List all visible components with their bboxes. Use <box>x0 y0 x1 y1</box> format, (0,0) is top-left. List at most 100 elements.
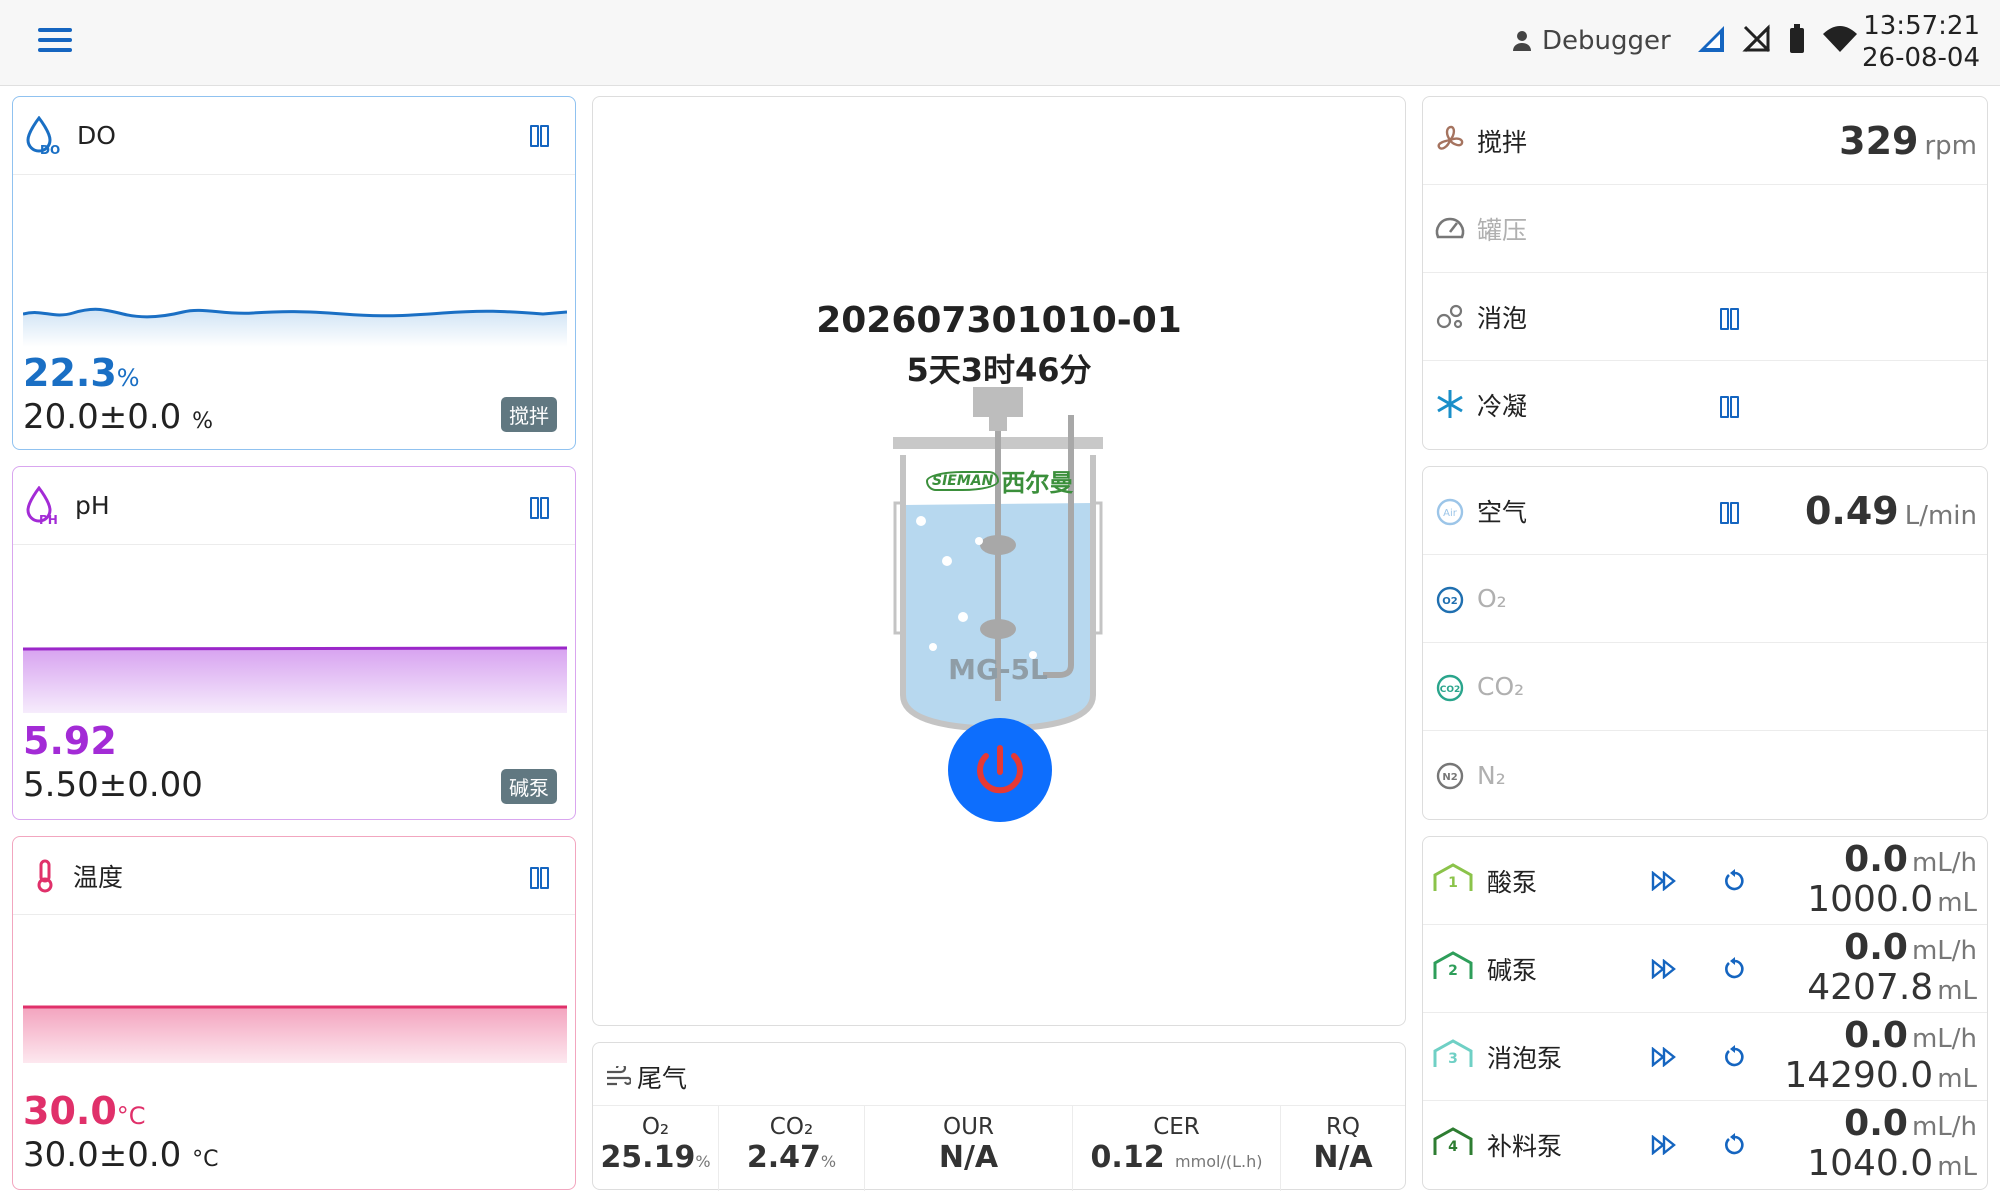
temperature-value-number: 30.0 <box>23 1089 117 1133</box>
do-control-tag[interactable]: 搅拌 <box>501 397 557 432</box>
svg-text:CO2: CO2 <box>1440 685 1461 695</box>
stir-row[interactable]: 搅拌 329 rpm <box>1423 97 1987 185</box>
svg-text:Air: Air <box>1443 508 1458 519</box>
temperature-label: 温度 <box>73 862 124 892</box>
pump-1-label: 酸泵 <box>1487 867 1538 897</box>
do-setpoint-unit: % <box>192 409 213 434</box>
exhaust-value-co2-number: 2.47 <box>746 1140 821 1175</box>
pump-3-rate-unit: mL/h <box>1911 1024 1977 1054</box>
defoam-row[interactable]: 消泡 <box>1423 273 1987 361</box>
batch-id: 202607301010-01 <box>816 300 1182 341</box>
exhaust-col-o2: O₂ 25.19% <box>593 1106 719 1191</box>
exhaust-col-co2: CO₂ 2.47% <box>719 1106 865 1191</box>
pressure-row[interactable]: 罐压 <box>1423 185 1987 273</box>
defoam-pause-button[interactable] <box>1720 308 1739 330</box>
pump-row[interactable]: 3 消泡泵 0.0 mL/h 14290.0 mL <box>1423 1013 1987 1101</box>
time-text: 13:57:21 <box>1863 11 1980 41</box>
pump-3-fast-forward-icon[interactable] <box>1651 1047 1677 1067</box>
exhaust-header-co2: CO₂ <box>769 1114 814 1140</box>
pump-4-rate: 0.0 mL/h <box>1844 1103 1977 1144</box>
pump-3-number: 3 <box>1448 1051 1458 1067</box>
pump-4-fast-forward-icon[interactable] <box>1651 1135 1677 1155</box>
o2-row[interactable]: O2 O₂ <box>1423 555 1987 643</box>
temperature-trend-chart <box>23 1005 567 1063</box>
exhaust-value-cer-number: 0.12 <box>1090 1140 1165 1175</box>
condense-pause-button[interactable] <box>1720 396 1739 418</box>
fan-icon <box>1437 125 1464 150</box>
stir-value: 329 rpm <box>1839 119 1977 163</box>
logo-text-en: SIEMAN <box>926 470 1000 491</box>
do-setpoint: 20.0±0.0 % <box>23 397 213 437</box>
exhaust-header-our: OUR <box>943 1114 994 1140</box>
pump-1-volume-value: 1000.0 <box>1807 879 1934 920</box>
pump-row[interactable]: 2 碱泵 0.0 mL/h 4207.8 mL <box>1423 925 1987 1013</box>
stir-label: 搅拌 <box>1477 127 1528 157</box>
n2-gas-icon: N2 <box>1436 762 1464 790</box>
n2-row[interactable]: N2 N₂ <box>1423 731 1987 819</box>
exhaust-col-rq: RQ N/A <box>1281 1106 1405 1191</box>
n2-label: N₂ <box>1477 760 1506 790</box>
signal-icon <box>1698 26 1724 52</box>
pump-row[interactable]: 4 补料泵 0.0 mL/h 1040.0 mL <box>1423 1101 1987 1189</box>
temperature-setpoint-unit: °C <box>192 1147 219 1172</box>
do-value: 22.3% <box>23 351 140 395</box>
pump-3-rate-value: 0.0 <box>1844 1015 1908 1056</box>
pump-2-reset-icon[interactable] <box>1723 957 1747 981</box>
condense-row[interactable]: 冷凝 <box>1423 361 1987 449</box>
air-pause-button[interactable] <box>1720 502 1739 524</box>
do-panel[interactable]: DO DO 22.3% 20.0±0.0 % 搅拌 <box>12 96 576 450</box>
vessel-panel: 202607301010-01 5天3时46分 MG-5L SIEMAN 西尔曼 <box>592 96 1406 1026</box>
ph-icon-sub: PH <box>39 513 58 526</box>
pump-2-label: 碱泵 <box>1487 955 1538 985</box>
temperature-setpoint-text: 30.0±0.0 <box>23 1135 182 1175</box>
pump-4-reset-icon[interactable] <box>1723 1133 1747 1157</box>
exhaust-value-cer: 0.12 mmol/(L.h) <box>1073 1140 1280 1175</box>
exhaust-header-cer: CER <box>1153 1114 1200 1140</box>
ph-control-tag[interactable]: 碱泵 <box>501 769 557 804</box>
wifi-icon <box>1823 26 1857 52</box>
do-pause-button[interactable] <box>530 125 549 147</box>
exhaust-col-cer: CER 0.12 mmol/(L.h) <box>1073 1106 1281 1191</box>
ph-pause-button[interactable] <box>530 497 549 519</box>
gauge-icon <box>1435 217 1465 239</box>
pump-2-volume-value: 4207.8 <box>1807 967 1934 1008</box>
exhaust-col-our: OUR N/A <box>865 1106 1073 1191</box>
vessel-model-text: MG-5L <box>948 653 1048 686</box>
pump-2-rate-value: 0.0 <box>1844 927 1908 968</box>
co2-row[interactable]: CO2 CO₂ <box>1423 643 1987 731</box>
o2-gas-icon: O2 <box>1436 586 1464 614</box>
ph-panel[interactable]: PH pH 5.92 5.50±0.00 碱泵 <box>12 466 576 820</box>
date-text: 26-08-04 <box>1861 43 1980 73</box>
temperature-pause-button[interactable] <box>530 867 549 889</box>
pump-3-reset-icon[interactable] <box>1723 1045 1747 1069</box>
bioreactor-vessel-image: MG-5L <box>893 387 1103 733</box>
air-value-number: 0.49 <box>1804 488 1899 533</box>
menu-icon[interactable] <box>38 28 72 56</box>
pump-4-volume: 1040.0 mL <box>1807 1143 1977 1184</box>
air-row[interactable]: Air 空气 0.49 L/min <box>1423 467 1987 555</box>
stir-value-number: 329 <box>1839 118 1919 163</box>
pump-4-icon: 4 <box>1433 1127 1473 1155</box>
pump-1-reset-icon[interactable] <box>1723 869 1747 893</box>
exhaust-value-cer-unit: mmol/(L.h) <box>1175 1152 1263 1171</box>
power-button[interactable] <box>948 718 1052 822</box>
exhaust-table: O₂ 25.19% CO₂ 2.47% OUR N/A CER 0.12 mmol/(L… <box>593 1105 1405 1191</box>
pump-1-rate: 0.0 mL/h <box>1844 839 1977 880</box>
air-icon: Air <box>1436 498 1464 526</box>
user-name: Debugger <box>1542 26 1671 56</box>
pump-1-fast-forward-icon[interactable] <box>1651 871 1677 891</box>
pump-4-volume-unit: mL <box>1937 1152 1977 1182</box>
temperature-panel[interactable]: 温度 30.0°C 30.0±0.0 °C <box>12 836 576 1190</box>
user-account[interactable]: Debugger <box>1512 26 1671 56</box>
svg-text:O2: O2 <box>1442 596 1458 607</box>
do-drop-icon: DO <box>26 115 60 156</box>
pump-row[interactable]: 1 酸泵 0.0 mL/h 1000.0 mL <box>1423 837 1987 925</box>
pump-2-volume: 4207.8 mL <box>1807 967 1977 1008</box>
pump-2-fast-forward-icon[interactable] <box>1651 959 1677 979</box>
pump-4-rate-value: 0.0 <box>1844 1103 1908 1144</box>
elapsed-time: 5天3时46分 <box>906 351 1092 389</box>
co2-gas-icon: CO2 <box>1436 674 1464 702</box>
defoam-label: 消泡 <box>1477 303 1528 333</box>
pump-group-panel: 1 酸泵 0.0 mL/h 1000.0 mL 2 碱泵 0.0 mL/h 4207.… <box>1422 836 1988 1190</box>
pump-2-volume-unit: mL <box>1937 976 1977 1006</box>
